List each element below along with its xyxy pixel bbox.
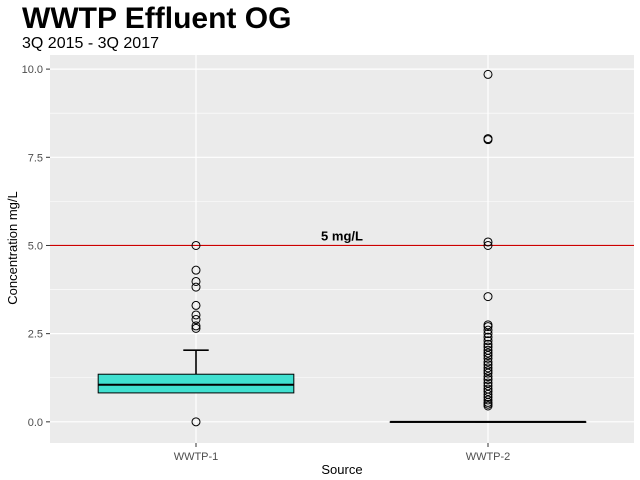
outlier-point xyxy=(483,357,493,367)
outlier-point xyxy=(483,375,493,385)
x-axis-label: Source xyxy=(321,462,362,477)
outlier-point xyxy=(191,310,201,320)
outlier-point xyxy=(483,348,493,358)
outlier-point xyxy=(191,417,201,427)
outlier-point xyxy=(483,240,493,250)
outlier-point xyxy=(191,282,201,292)
outlier-point xyxy=(483,345,493,355)
outlier-point xyxy=(483,336,493,346)
y-tick-label: 0.0 xyxy=(28,417,43,429)
outlier-point xyxy=(483,381,493,391)
outlier-point xyxy=(483,378,493,388)
outlier-point xyxy=(483,329,493,339)
outlier-point xyxy=(483,384,493,394)
outlier-point xyxy=(483,342,493,352)
outlier-point xyxy=(191,300,201,310)
outlier-point xyxy=(483,360,493,370)
y-axis-label: Concentration mg/L xyxy=(5,191,20,304)
x-tick-label: WWTP-1 xyxy=(174,451,219,463)
outlier-point xyxy=(483,366,493,376)
y-tick-label: 5.0 xyxy=(28,240,43,252)
outlier-point xyxy=(191,276,201,286)
x-tick-label: WWTP-2 xyxy=(466,451,511,463)
chart-title: WWTP Effluent OG xyxy=(22,2,292,35)
outlier-point xyxy=(483,325,493,335)
reference-line-label: 5 mg/L xyxy=(321,228,363,243)
outlier-point xyxy=(483,69,493,79)
y-tick-label: 2.5 xyxy=(28,329,43,341)
outlier-point xyxy=(483,372,493,382)
y-tick-label: 10.0 xyxy=(22,64,43,76)
outlier-point xyxy=(191,323,201,333)
outlier-point xyxy=(483,339,493,349)
outlier-point xyxy=(191,321,201,331)
outlier-point xyxy=(483,134,493,144)
outlier-point xyxy=(483,320,493,330)
outlier-point xyxy=(191,265,201,275)
chart-subtitle: 3Q 2015 - 3Q 2017 xyxy=(22,35,159,52)
outlier-point xyxy=(483,292,493,302)
y-tick-label: 7.5 xyxy=(28,152,43,164)
outlier-point xyxy=(483,332,493,342)
outlier-point xyxy=(483,237,493,247)
outlier-point xyxy=(191,315,201,325)
outlier-point xyxy=(483,363,493,373)
box-body xyxy=(97,373,295,394)
outlier-point xyxy=(191,240,201,250)
